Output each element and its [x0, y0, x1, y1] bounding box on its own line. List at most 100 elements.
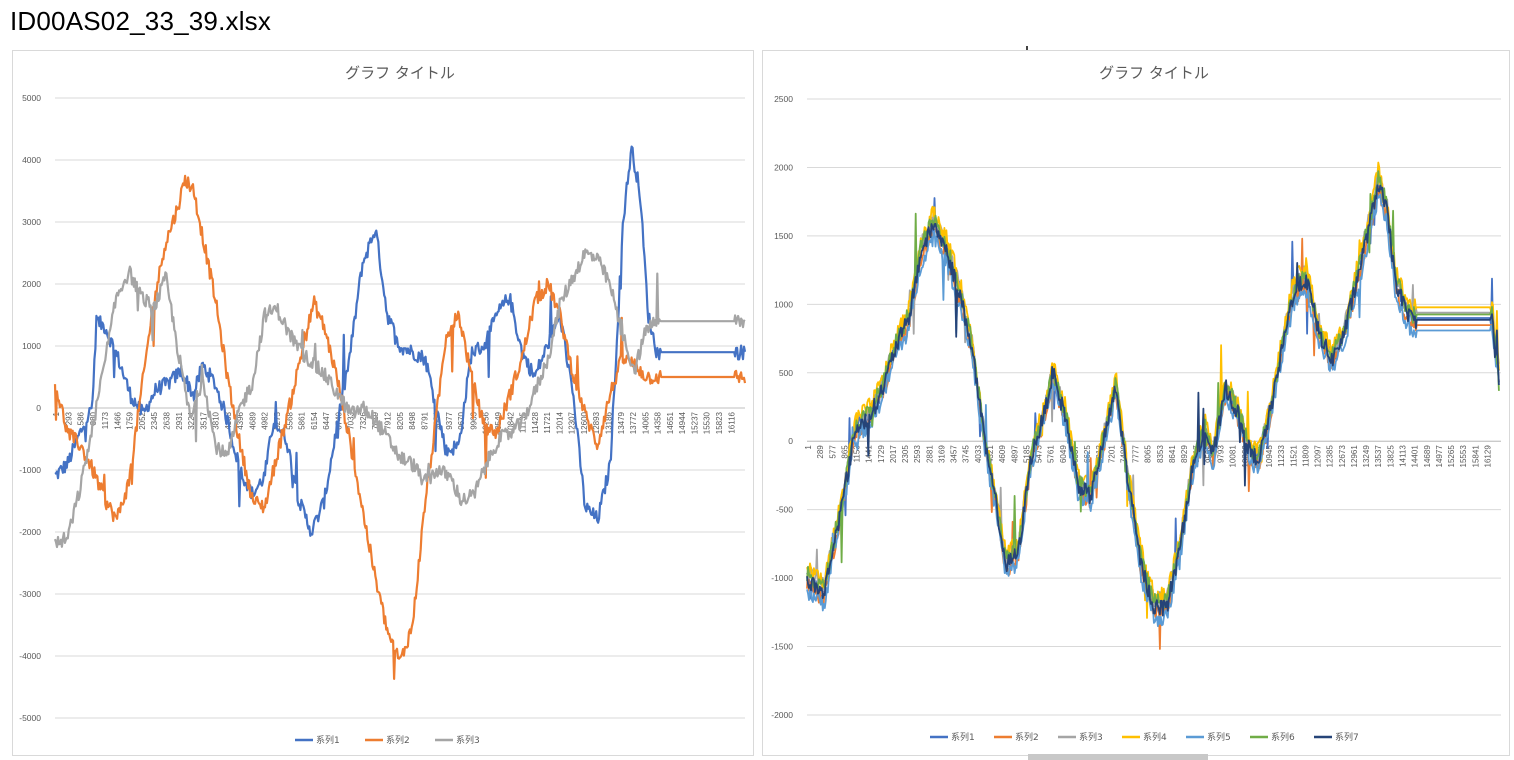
x-tick-label: 11428: [531, 411, 540, 433]
chart-right[interactable]: グラフ タイトル -2000 -1500 -1000 -500 0 500 1000 1500 2…: [762, 50, 1510, 756]
legend-entry[interactable]: 系列3: [1058, 731, 1103, 743]
x-tick-label: 12307: [568, 411, 577, 434]
x-tick-label: 12600: [580, 411, 589, 434]
x-tick-label: 11135: [519, 411, 528, 433]
x-tick-label: 3224: [187, 411, 196, 429]
legend-label: 系列1: [951, 731, 975, 743]
x-tick-label: 2931: [175, 411, 184, 429]
x-tick-label: 16129: [1483, 445, 1492, 468]
x-tick-label: 293: [64, 411, 73, 425]
x-tick-label: 11721: [543, 411, 552, 433]
x-tick-label: 3810: [212, 411, 221, 429]
x-tick-label: 13186: [604, 411, 613, 434]
legend-entry[interactable]: 系列3: [435, 734, 480, 746]
x-tick-label: 10081: [1229, 445, 1238, 468]
y-tick-label: -5000: [19, 713, 41, 723]
y-tick-label: -3000: [19, 589, 41, 599]
x-tick-label: 12097: [1314, 445, 1323, 468]
x-tick-label: 6447: [322, 411, 331, 429]
x-tick-label: 14113: [1399, 445, 1408, 467]
legend-label: 系列7: [1335, 731, 1359, 743]
x-tick-label: 13825: [1386, 445, 1395, 468]
y-tick-label: -1500: [771, 642, 793, 652]
x-tick-label: 13772: [629, 411, 638, 434]
series-line-1: [54, 145, 747, 537]
x-tick-label: 6154: [310, 411, 319, 429]
legend-label: 系列1: [316, 734, 340, 746]
x-tick-label: 1759: [126, 411, 135, 429]
series-line-3: [806, 166, 1500, 608]
legend-entry[interactable]: 系列5: [1186, 731, 1231, 743]
x-tick-label: 7201: [1107, 445, 1116, 463]
series-line-2: [806, 182, 1500, 650]
x-tick-label: 5761: [1047, 445, 1056, 463]
x-tick-label: 865: [840, 445, 849, 459]
x-tick-label: 8641: [1168, 445, 1177, 463]
x-tick-label: 8929: [1180, 445, 1189, 463]
x-tick-label: 289: [816, 445, 825, 459]
chart-right-svg: グラフ タイトル -2000 -1500 -1000 -500 0 500 1000 1500 2…: [771, 64, 1501, 743]
y-tick-label: 1000: [774, 299, 793, 309]
legend-entry[interactable]: 系列7: [1314, 731, 1359, 743]
x-tick-label: 4689: [248, 411, 257, 429]
legend-entry[interactable]: 系列6: [1250, 731, 1295, 743]
series-line-3: [53, 248, 746, 549]
x-tick-label: 8065: [1144, 445, 1153, 463]
x-tick-label: 10549: [494, 411, 503, 434]
legend-entry[interactable]: 系列2: [994, 731, 1039, 743]
x-tick-label: 586: [77, 411, 86, 425]
series-line-1: [806, 172, 1500, 614]
x-tick-label: 15553: [1459, 445, 1468, 468]
x-tick-label: 9793: [1217, 445, 1226, 463]
x-tick-label: 2881: [925, 445, 934, 463]
y-tick-label: -500: [776, 505, 793, 515]
y-tick-label: 1000: [22, 341, 41, 351]
y-tick-label: 1500: [774, 231, 793, 241]
legend-label: 系列4: [1143, 731, 1167, 743]
x-tick-label: 12385: [1326, 445, 1335, 468]
x-tick-label: 11809: [1301, 445, 1310, 467]
x-tick-label: 1: [804, 445, 813, 450]
x-tick-label: 5185: [1022, 445, 1031, 463]
x-tick-label: 2345: [150, 411, 159, 429]
y-tick-label: 2000: [22, 279, 41, 289]
y-tick-label: -1000: [771, 573, 793, 583]
x-tick-label: 1729: [877, 445, 886, 463]
x-tick-label: 15823: [715, 411, 724, 434]
x-tick-label: 10842: [506, 411, 515, 434]
x-tick-label: 4033: [974, 445, 983, 463]
scrollbar-thumb[interactable]: [1028, 754, 1208, 760]
x-tick-label: 1153: [853, 445, 862, 463]
y-tick-label: -1000: [19, 465, 41, 475]
x-tick-label: 7912: [383, 411, 392, 429]
legend-entry[interactable]: 系列1: [930, 731, 975, 743]
x-tick-label: 3517: [199, 411, 208, 429]
legend-entry[interactable]: 系列1: [295, 734, 340, 746]
series-line-4: [806, 161, 1500, 619]
x-tick-label: 5568: [285, 411, 294, 429]
legend-label: 系列2: [1015, 731, 1039, 743]
x-tick-label: 11521: [1289, 445, 1298, 467]
y-tick-label: 2000: [774, 162, 793, 172]
x-tick-label: 7777: [1132, 445, 1141, 463]
x-tick-label: 4609: [998, 445, 1007, 463]
x-tick-label: 4897: [1010, 445, 1019, 463]
x-tick-label: 1173: [101, 411, 110, 429]
x-tick-label: 10256: [482, 411, 491, 434]
legend-label: 系列3: [1079, 731, 1103, 743]
y-tick-label: 5000: [22, 93, 41, 103]
legend-label: 系列6: [1271, 731, 1295, 743]
y-tick-label: 500: [779, 368, 793, 378]
x-tick-label: 6049: [1059, 445, 1068, 463]
x-tick-label: 15841: [1471, 445, 1480, 468]
legend-entry[interactable]: 系列2: [365, 734, 410, 746]
chart-left[interactable]: グラフ タイトル -5000 -4000 -3000 -2000 -1000 0 1000 20…: [12, 50, 754, 756]
legend-entry[interactable]: 系列4: [1122, 731, 1167, 743]
x-tick-label: 3457: [950, 445, 959, 463]
x-tick-label: 8498: [408, 411, 417, 429]
x-tick-label: 12893: [592, 411, 601, 434]
x-tick-label: 15530: [703, 411, 712, 434]
x-tick-label: 577: [828, 445, 837, 459]
x-tick-label: 2638: [162, 411, 171, 429]
x-tick-label: 14358: [654, 411, 663, 434]
